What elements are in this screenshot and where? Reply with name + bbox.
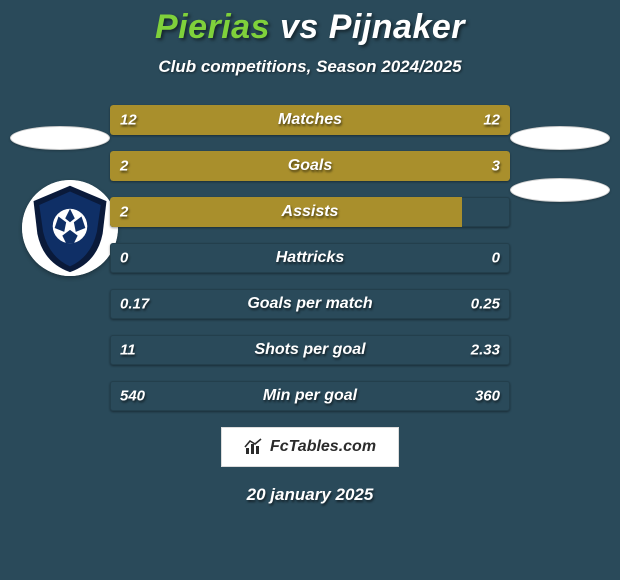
club-badge-left-icon [22,180,118,276]
stat-fill-left [110,197,462,227]
stats-bars: 12Matches12 2Goals3 2Assists 0Hattricks0 0.1… [110,105,510,411]
club-badge-left [22,180,118,276]
stat-fill-right [246,151,510,181]
chart-icon [244,438,266,456]
stat-label: Hattricks [110,249,510,267]
watermark-text: FcTables.com [270,438,376,456]
stat-value-left: 2 [120,158,128,175]
stat-row: 2Goals3 [110,151,510,181]
vs-separator: vs [280,8,319,46]
stat-value-left: 0 [120,250,128,267]
stat-row: 2Assists [110,197,510,227]
player-left-name: Pierias [155,8,270,46]
stat-value-left: 540 [120,388,145,405]
stat-value-right: 12 [483,112,500,129]
country-pill-left [10,126,110,150]
stat-value-left: 11 [120,342,136,359]
stat-row: 12Matches12 [110,105,510,135]
date-line: 20 january 2025 [0,485,620,505]
stat-fill-left [110,151,246,181]
country-pill-right-1 [510,126,610,150]
stat-row: 0.17Goals per match0.25 [110,289,510,319]
stat-row: 540Min per goal360 [110,381,510,411]
stat-value-right: 2.33 [471,342,500,359]
stat-value-right: 360 [475,388,500,405]
stat-label: Shots per goal [110,341,510,359]
stat-value-left: 2 [120,204,128,221]
stat-row: 11Shots per goal2.33 [110,335,510,365]
stat-value-left: 12 [120,112,137,129]
stat-row: 0Hattricks0 [110,243,510,273]
stat-label: Goals per match [110,295,510,313]
stat-value-right: 3 [492,158,500,175]
stat-fill-left [110,105,310,135]
stat-fill-right [310,105,510,135]
stat-value-right: 0 [492,250,500,267]
page-title: Pierias vs Pijnaker [0,8,620,47]
comparison-card: Pierias vs Pijnaker Club competitions, S… [0,0,620,580]
player-right-name: Pijnaker [329,8,465,46]
watermark: FcTables.com [221,427,399,467]
stat-value-left: 0.17 [120,296,149,313]
season-subtitle: Club competitions, Season 2024/2025 [0,57,620,77]
country-pill-right-2 [510,178,610,202]
stat-value-right: 0.25 [471,296,500,313]
stat-label: Min per goal [110,387,510,405]
